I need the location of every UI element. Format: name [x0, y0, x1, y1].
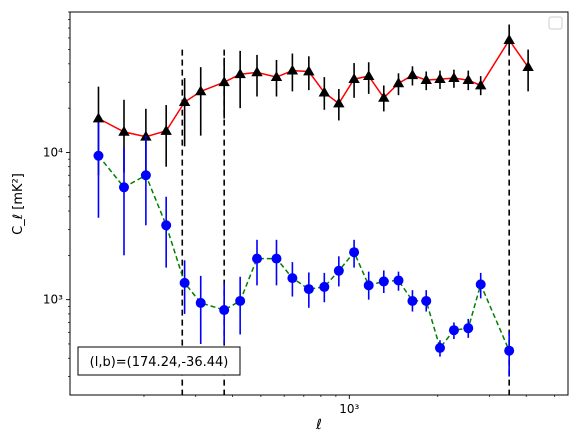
series-2-point [235, 295, 246, 306]
series-2-point [333, 265, 344, 276]
series-1-point [303, 65, 315, 76]
y-tick-label: 10³ [43, 293, 63, 307]
annotation-box: (l,b)=(174.24,-36.44) [77, 346, 241, 376]
series-1-point [475, 79, 487, 90]
series-1-point [318, 86, 331, 97]
series-layer [92, 24, 534, 377]
series-1-point [333, 97, 345, 108]
series-2-point [118, 182, 129, 193]
series-2-point [504, 345, 515, 356]
series-1-point [363, 70, 375, 81]
series-1-point [270, 71, 283, 82]
series-2-point [271, 253, 282, 264]
series-2-point [378, 276, 389, 287]
series-1-point [392, 77, 405, 88]
series-1-point [178, 96, 191, 106]
series-1-point [92, 112, 105, 123]
vertical-lines [181, 49, 510, 395]
series-1-point [118, 125, 130, 136]
series-1-point [251, 66, 263, 77]
y-axis: 10³ 10⁴ [43, 11, 70, 377]
series-1-point [420, 74, 432, 85]
series-2-point [475, 279, 486, 290]
legend-empty-frame [548, 16, 563, 30]
series-1-point [448, 72, 460, 83]
series-1-point [234, 68, 246, 79]
plot-frame [69, 11, 569, 396]
series-1-point [140, 130, 152, 141]
series-1-point [286, 64, 299, 75]
series-2-point [219, 305, 230, 316]
series-2-point [393, 275, 404, 286]
legend-box [548, 16, 563, 30]
series-1-point [462, 74, 474, 85]
plot-area [69, 11, 569, 396]
series-2-point [140, 170, 151, 181]
series-2-point [303, 284, 314, 295]
series-1-point [160, 124, 172, 135]
series-2-point [179, 277, 190, 288]
series-2-point [407, 295, 418, 306]
series-2-point [434, 342, 445, 353]
x-axis-label: ℓ [315, 417, 322, 433]
x-axis: 10³ [143, 395, 556, 416]
annotation-frame [77, 346, 241, 376]
series-1-point [378, 91, 390, 102]
series-1-point [348, 73, 360, 84]
series-2-point [287, 273, 298, 284]
x-tick-label: 10³ [339, 402, 359, 416]
series-2-point [161, 220, 172, 231]
series-2-point [252, 253, 263, 264]
series-1-point [522, 61, 534, 72]
y-axis-label: C_ℓ [mK²] [11, 173, 26, 235]
series-1-point [195, 85, 207, 96]
annotation-text: (l,b)=(174.24,-36.44) [90, 355, 229, 370]
series-2-point [93, 150, 104, 161]
series-2-point [363, 280, 374, 291]
series-2-point [448, 325, 459, 336]
series-1-point [218, 76, 230, 87]
plot-background [70, 12, 568, 395]
series-2-point [463, 323, 474, 334]
series-2-point [421, 295, 432, 306]
series-2-point [349, 247, 360, 258]
series-1-point [406, 69, 419, 80]
series-1-point [503, 34, 515, 44]
y-tick-label: 10⁴ [43, 145, 63, 159]
series-1-point [434, 73, 446, 84]
series-2-point [319, 281, 330, 292]
series-2-point [195, 297, 206, 308]
